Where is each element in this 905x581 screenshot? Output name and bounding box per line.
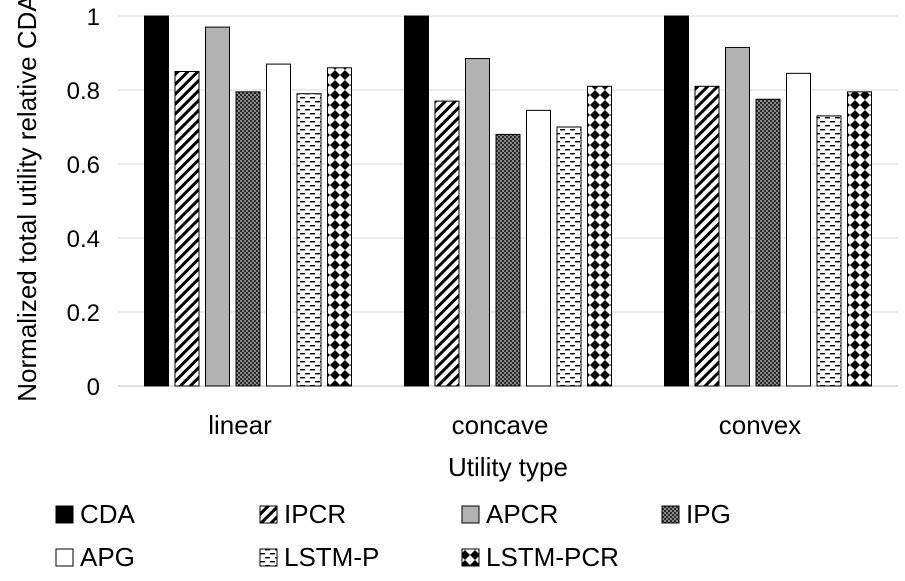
bar-lstm-p-convex bbox=[816, 115, 842, 387]
category-label: linear bbox=[208, 410, 272, 440]
bar-lstm-p-linear bbox=[296, 93, 322, 387]
category-label: concave bbox=[452, 410, 549, 440]
legend-label-ipg: IPG bbox=[686, 499, 731, 529]
legend-label-lstm-pcr: LSTM-PCR bbox=[486, 542, 619, 572]
legend-swatch-ipg bbox=[661, 505, 680, 524]
bar-ipcr-linear bbox=[174, 71, 200, 387]
legend-swatch-lstm-pcr bbox=[461, 548, 480, 567]
x-axis-title: Utility type bbox=[448, 452, 568, 482]
bar-ipcr-convex bbox=[694, 85, 720, 387]
legend-swatch-apg bbox=[55, 548, 74, 567]
legend-swatch-ipcr bbox=[259, 505, 278, 524]
bar-apg-linear bbox=[266, 63, 291, 387]
y-tick-labels: 0 0.2 0.4 0.6 0.8 1 bbox=[67, 4, 100, 401]
bar-ipg-concave bbox=[495, 133, 521, 387]
legend-label-cda: CDA bbox=[80, 499, 136, 529]
bars bbox=[144, 15, 872, 387]
y-tick-label: 0.4 bbox=[67, 226, 100, 253]
legend-swatch-cda bbox=[55, 505, 74, 524]
y-tick-label: 1 bbox=[87, 4, 100, 31]
bar-lstm-pcr-concave bbox=[587, 85, 612, 387]
category-labels: linear concave convex bbox=[208, 410, 801, 440]
legend-label-apg: APG bbox=[80, 542, 135, 572]
legend-label-apcr: APCR bbox=[486, 499, 558, 529]
bar-apcr-linear bbox=[205, 26, 230, 387]
bar-apcr-concave bbox=[465, 58, 490, 387]
legend: CDA IPCR APCR IPG APG LSTM-P LSTM-PCR bbox=[55, 499, 731, 572]
y-tick-label: 0.2 bbox=[67, 300, 100, 327]
y-axis-title: Normalized total utility relative CDA bbox=[12, 0, 42, 402]
legend-label-lstm-p: LSTM-P bbox=[284, 542, 379, 572]
bar-ipcr-concave bbox=[434, 100, 460, 387]
y-tick-label: 0 bbox=[87, 374, 100, 401]
bar-apg-convex bbox=[786, 72, 811, 387]
bar-lstm-p-concave bbox=[556, 126, 582, 387]
bar-lstm-pcr-convex bbox=[847, 91, 872, 387]
bar-cda-convex bbox=[664, 15, 689, 387]
y-tick-label: 0.8 bbox=[67, 78, 100, 105]
bar-cda-concave bbox=[404, 15, 429, 387]
bar-ipg-convex bbox=[755, 98, 781, 387]
bar-ipg-linear bbox=[235, 91, 261, 387]
legend-swatch-lstm-p bbox=[259, 548, 278, 567]
bar-cda-linear bbox=[144, 15, 169, 387]
bar-apg-concave bbox=[526, 109, 551, 387]
category-label: convex bbox=[719, 410, 801, 440]
bar-apcr-convex bbox=[725, 46, 750, 387]
legend-label-ipcr: IPCR bbox=[284, 499, 346, 529]
legend-swatch-apcr bbox=[461, 505, 480, 524]
y-tick-label: 0.6 bbox=[67, 152, 100, 179]
bar-lstm-pcr-linear bbox=[327, 67, 352, 387]
